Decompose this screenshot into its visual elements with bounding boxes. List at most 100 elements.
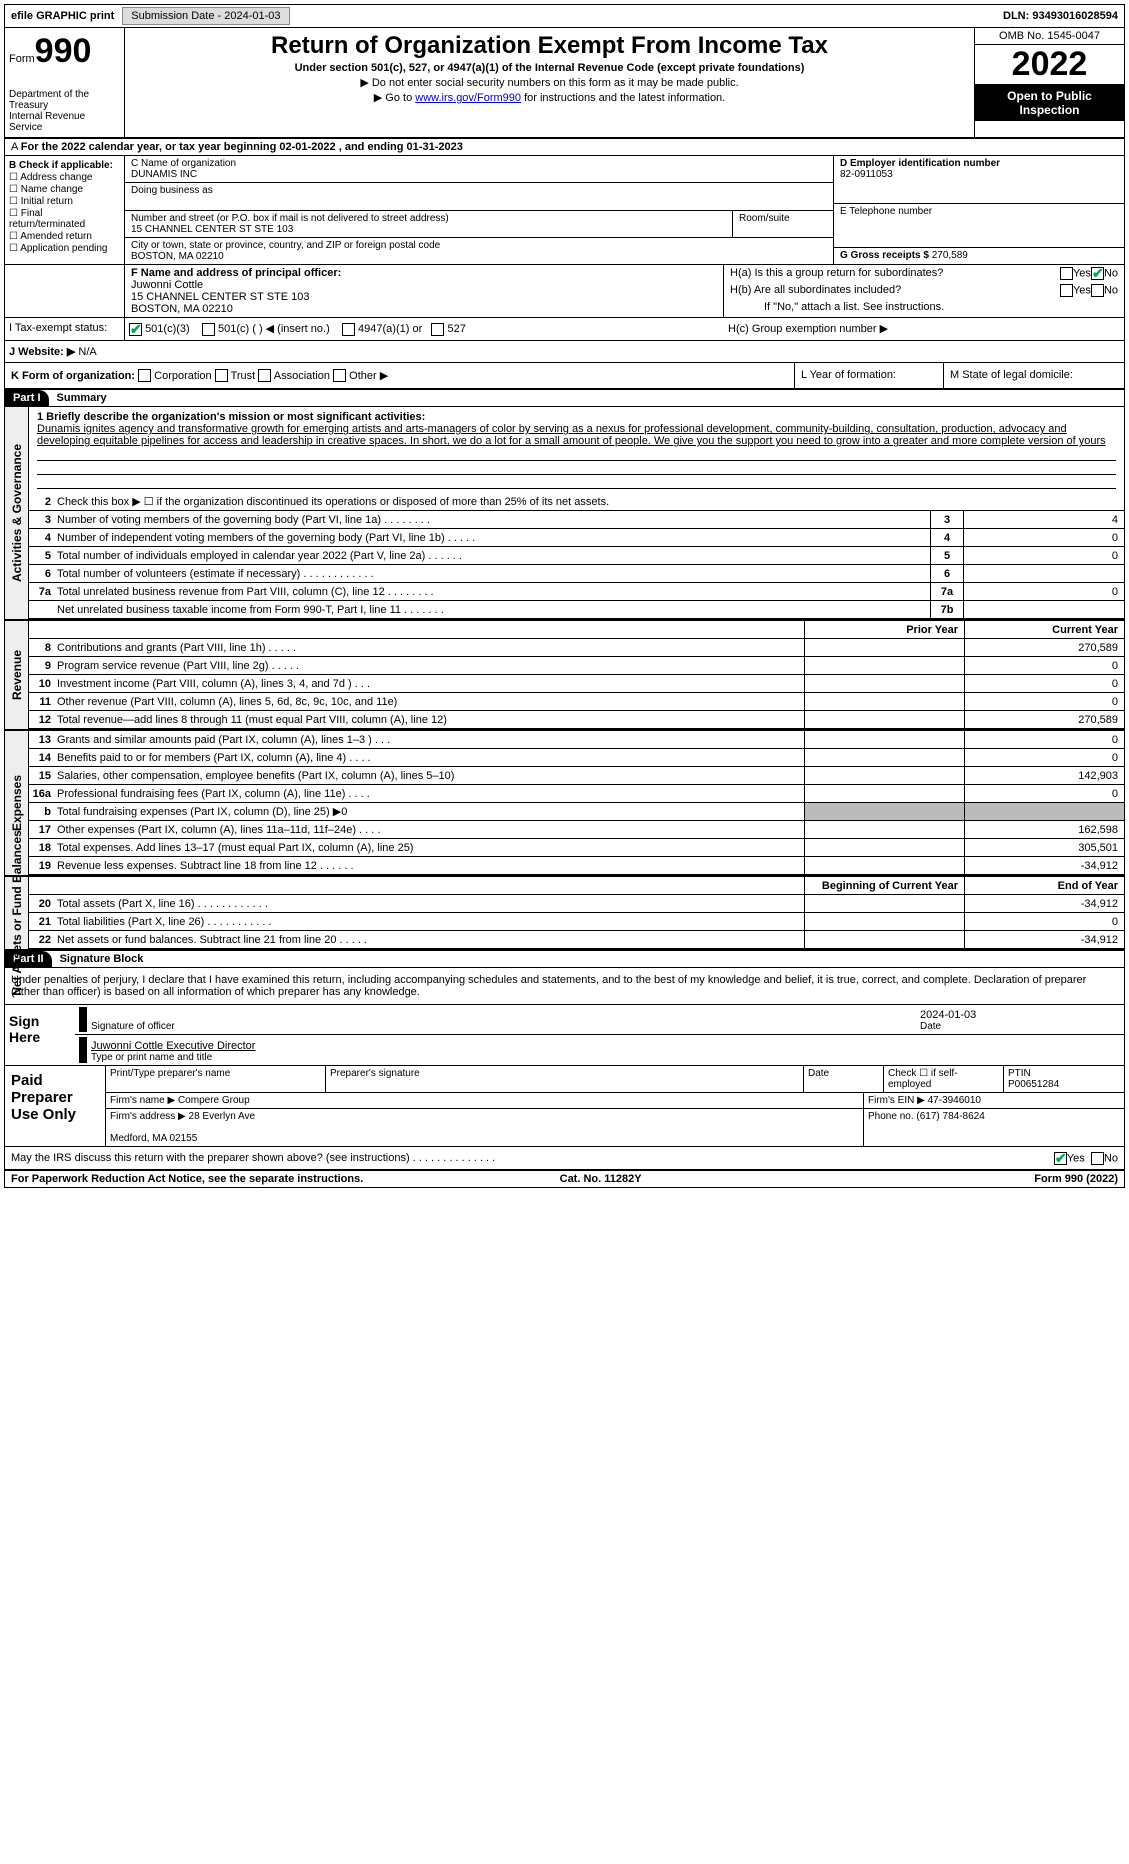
part2-header: Part II Signature Block [5, 951, 1124, 968]
gross-receipts: 270,589 [932, 250, 968, 261]
cell-gross: G Gross receipts $ 270,589 [834, 248, 1124, 263]
cell-officer: F Name and address of principal officer:… [125, 265, 724, 317]
section-net-assets: Net Assets or Fund Balances Beginning of… [5, 877, 1124, 951]
l-year: L Year of formation: [794, 363, 944, 389]
cell-address: Number and street (or P.O. box if mail i… [125, 211, 834, 238]
ein-value: 82-0911053 [840, 169, 1118, 180]
org-city: BOSTON, MA 02210 [131, 251, 827, 262]
data-line: 19Revenue less expenses. Subtract line 1… [29, 857, 1124, 875]
gov-line: 5Total number of individuals employed in… [29, 547, 1124, 565]
ha-no[interactable]: No [1091, 267, 1118, 280]
section-expenses: Expenses 13Grants and similar amounts pa… [5, 731, 1124, 877]
firm-phone: (617) 784-8624 [916, 1111, 984, 1122]
ha-yes[interactable]: Yes [1060, 267, 1091, 280]
discuss-no[interactable]: No [1091, 1152, 1118, 1165]
data-line: 17Other expenses (Part IX, column (A), l… [29, 821, 1124, 839]
form-header: Form990 Department of the Treasury Inter… [5, 28, 1124, 139]
data-line: 22Net assets or fund balances. Subtract … [29, 931, 1124, 949]
row-f-h: F Name and address of principal officer:… [5, 265, 1124, 318]
status-527[interactable]: 527 [431, 323, 465, 335]
check-address-change[interactable]: ☐ Address change [9, 172, 120, 183]
check-application-pending[interactable]: ☐ Application pending [9, 243, 120, 254]
data-line: 12Total revenue—add lines 8 through 11 (… [29, 711, 1124, 729]
tax-year: 2022 [975, 45, 1124, 85]
website-value: N/A [78, 346, 96, 358]
org-address: 15 CHANNEL CENTER ST STE 103 [131, 224, 726, 235]
firm-name: Compere Group [178, 1095, 250, 1106]
hb-no[interactable]: No [1091, 284, 1118, 297]
m-state: M State of legal domicile: [944, 363, 1124, 389]
data-line: 18Total expenses. Add lines 13–17 (must … [29, 839, 1124, 857]
officer-name: Juwonni Cottle [131, 279, 203, 291]
form-990-page: efile GRAPHIC print Submission Date - 20… [4, 4, 1125, 1188]
topbar: efile GRAPHIC print Submission Date - 20… [5, 5, 1124, 28]
side-revenue: Revenue [5, 621, 29, 729]
dept-label: Department of the Treasury [9, 89, 120, 111]
discuss-yes[interactable]: Yes [1054, 1152, 1085, 1165]
data-line: 14Benefits paid to or for members (Part … [29, 749, 1124, 767]
k-other[interactable]: Other ▶ [333, 370, 388, 382]
omb-number: OMB No. 1545-0047 [975, 28, 1124, 45]
net-header: Beginning of Current YearEnd of Year [29, 877, 1124, 895]
form-subtitle: Under section 501(c), 527, or 4947(a)(1)… [129, 62, 970, 74]
col-b-checks: B Check if applicable: ☐ Address change … [5, 156, 125, 264]
irs-link[interactable]: www.irs.gov/Form990 [415, 92, 521, 104]
status-501c3[interactable]: 501(c)(3) [129, 323, 190, 335]
hb-yes[interactable]: Yes [1060, 284, 1091, 297]
section-governance: Activities & Governance 1 Briefly descri… [5, 407, 1124, 621]
check-amended[interactable]: ☐ Amended return [9, 231, 120, 242]
sig-date: 2024-01-03 [920, 1009, 1120, 1021]
k-assoc[interactable]: Association [258, 370, 330, 382]
gov-line: 7aTotal unrelated business revenue from … [29, 583, 1124, 601]
data-line: 15Salaries, other compensation, employee… [29, 767, 1124, 785]
check-name-change[interactable]: ☐ Name change [9, 184, 120, 195]
cell-city: City or town, state or province, country… [125, 238, 834, 264]
gov-line: 4Number of independent voting members of… [29, 529, 1124, 547]
declaration-text: Under penalties of perjury, I declare th… [5, 968, 1124, 1005]
dln-label: DLN: 93493016028594 [997, 8, 1124, 24]
submission-date-button[interactable]: Submission Date - 2024-01-03 [122, 7, 289, 25]
data-line: 9Program service revenue (Part VIII, lin… [29, 657, 1124, 675]
officer-addr: 15 CHANNEL CENTER ST STE 103 BOSTON, MA … [131, 291, 310, 315]
data-line: 20Total assets (Part X, line 16) . . . .… [29, 895, 1124, 913]
room-suite-label: Room/suite [733, 211, 833, 237]
rev-header: Prior YearCurrent Year [29, 621, 1124, 639]
data-line: 16aProfessional fundraising fees (Part I… [29, 785, 1124, 803]
cell-phone: E Telephone number [834, 204, 1124, 248]
side-governance: Activities & Governance [5, 407, 29, 619]
header-left: Form990 Department of the Treasury Inter… [5, 28, 125, 137]
discuss-row: May the IRS discuss this return with the… [5, 1147, 1124, 1171]
row-j-website: J Website: ▶ N/A [5, 341, 1124, 363]
line-2: 2Check this box ▶ ☐ if the organization … [29, 493, 1124, 511]
check-initial-return[interactable]: ☐ Initial return [9, 196, 120, 207]
arrow-icon [79, 1007, 87, 1032]
ptin-value: P00651284 [1008, 1079, 1059, 1090]
gov-line: 3Number of voting members of the governi… [29, 511, 1124, 529]
form-number: Form990 [9, 32, 120, 71]
form-title: Return of Organization Exempt From Incom… [129, 32, 970, 60]
status-4947[interactable]: 4947(a)(1) or [342, 323, 422, 335]
col-d-right: D Employer identification number 82-0911… [834, 156, 1124, 264]
status-501c[interactable]: 501(c) ( ) ◀ (insert no.) [202, 323, 330, 335]
k-trust[interactable]: Trust [215, 370, 256, 382]
sign-here-row: Sign Here Signature of officer 2024-01-0… [5, 1005, 1124, 1066]
k-corp[interactable]: Corporation [138, 370, 212, 382]
line-1-mission: 1 Briefly describe the organization's mi… [29, 407, 1124, 493]
irs-label: Internal Revenue Service [9, 111, 120, 133]
cell-h: H(a) Is this a group return for subordin… [724, 265, 1124, 317]
cell-org-name: C Name of organization DUNAMIS INC [125, 156, 834, 183]
data-line: 21Total liabilities (Part X, line 26) . … [29, 913, 1124, 931]
b-label: B Check if applicable: [9, 160, 113, 171]
gov-line: 6Total number of volunteers (estimate if… [29, 565, 1124, 583]
mission-text: Dunamis ignites agency and transformativ… [37, 423, 1106, 447]
efile-label: efile GRAPHIC print [5, 8, 120, 24]
section-revenue: Revenue Prior YearCurrent Year 8Contribu… [5, 621, 1124, 731]
col-c-org: C Name of organization DUNAMIS INC Doing… [125, 156, 834, 264]
arrow-icon [79, 1037, 87, 1063]
data-line: 8Contributions and grants (Part VIII, li… [29, 639, 1124, 657]
data-line: 13Grants and similar amounts paid (Part … [29, 731, 1124, 749]
cell-ein: D Employer identification number 82-0911… [834, 156, 1124, 204]
check-final-return[interactable]: ☐ Final return/terminated [9, 208, 120, 230]
row-i-status: I Tax-exempt status: 501(c)(3) 501(c) ( … [5, 318, 1124, 341]
org-name: DUNAMIS INC [131, 169, 827, 180]
